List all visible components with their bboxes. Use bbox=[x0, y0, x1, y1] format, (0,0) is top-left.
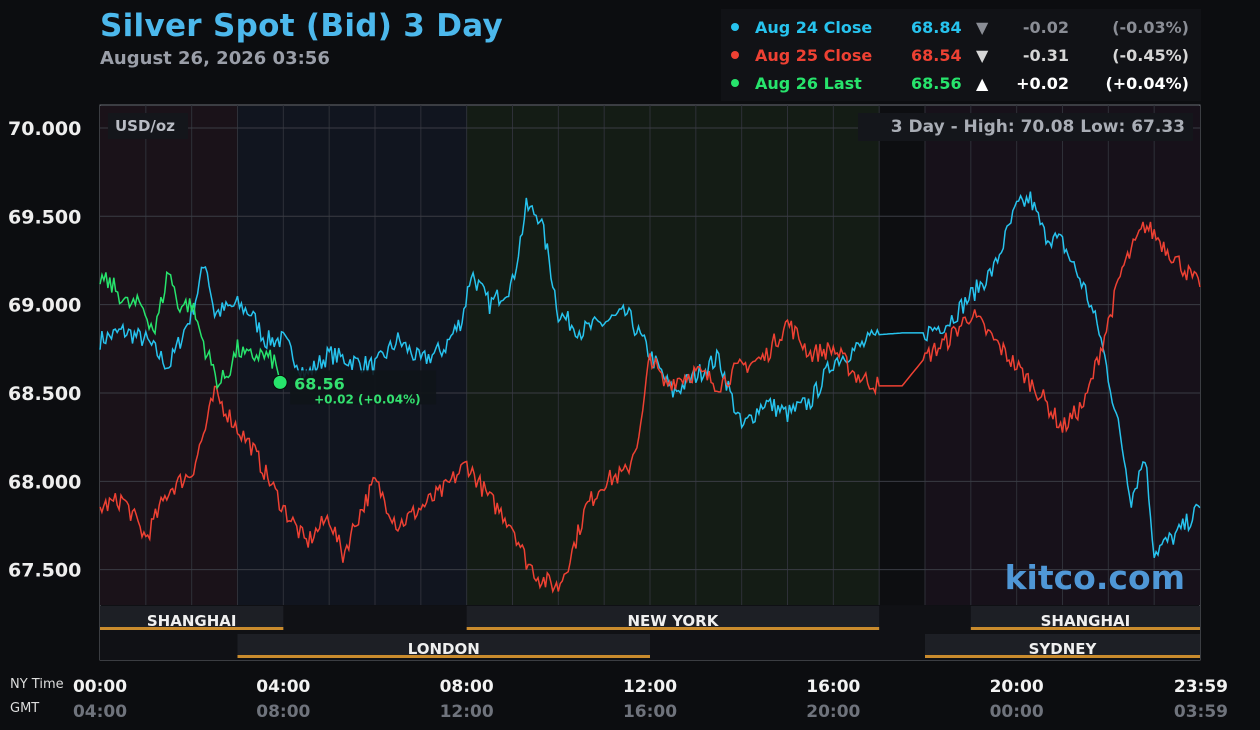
legend-name: Aug 24 Close bbox=[755, 18, 873, 37]
series-line-3 bbox=[99, 270, 281, 390]
legend-row-aug25: Aug 25 Close 68.54 ▼ -0.31 (-0.45%) bbox=[721, 42, 1201, 70]
x-tick-gmt: 16:00 bbox=[623, 702, 677, 722]
legend-change: -0.31 bbox=[1022, 46, 1069, 65]
legend-change: -0.02 bbox=[1022, 18, 1069, 37]
chart-title: Silver Spot (Bid) 3 Day bbox=[100, 8, 504, 44]
x-tick-gmt: 00:00 bbox=[990, 702, 1044, 722]
session-block bbox=[466, 606, 880, 630]
down-arrow-icon: ▼ bbox=[976, 18, 989, 37]
unit-label: USD/oz bbox=[115, 117, 175, 135]
x-tick-gmt: 12:00 bbox=[440, 702, 494, 722]
session-label: LONDON bbox=[408, 640, 480, 658]
legend-name: Aug 25 Close bbox=[755, 46, 873, 65]
session-band bbox=[466, 106, 880, 605]
session-block bbox=[237, 634, 650, 658]
series-line-2 bbox=[99, 221, 1201, 594]
x-tick-gmt: 20:00 bbox=[806, 702, 860, 722]
x-ny-time-label: NY Time bbox=[10, 677, 64, 692]
session-block bbox=[925, 634, 1200, 658]
y-tick-label: 68.000 bbox=[8, 471, 81, 493]
last-price-value: 68.56 bbox=[294, 374, 345, 393]
x-gmt-label: GMT bbox=[10, 701, 39, 716]
session-bar bbox=[237, 655, 650, 658]
legend-value: 68.54 bbox=[911, 46, 962, 65]
session-label: NEW YORK bbox=[628, 612, 720, 630]
price-legend: Aug 24 Close 68.84 ▼ -0.02 (-0.03%) Aug … bbox=[721, 9, 1201, 101]
x-tick-ny: 12:00 bbox=[623, 677, 677, 697]
up-arrow-icon: ▲ bbox=[976, 74, 989, 93]
kitco-logo: kitco.com bbox=[1005, 558, 1185, 597]
legend-dot bbox=[731, 23, 739, 31]
legend-row-aug26: Aug 26 Last 68.56 ▲ +0.02 (+0.04%) bbox=[721, 70, 1201, 98]
session-bar bbox=[100, 627, 284, 630]
legend-percent: (-0.45%) bbox=[1112, 46, 1189, 65]
legend-value: 68.84 bbox=[911, 18, 962, 37]
legend-row-aug24: Aug 24 Close 68.84 ▼ -0.02 (-0.03%) bbox=[721, 14, 1201, 42]
session-label: SYDNEY bbox=[1029, 640, 1098, 658]
x-tick-ny: 23:59 bbox=[1174, 677, 1228, 697]
session-band bbox=[100, 106, 238, 605]
last-price-change: +0.02 (+0.04%) bbox=[314, 392, 421, 406]
session-bar bbox=[970, 627, 1200, 630]
session-block bbox=[970, 606, 1200, 630]
session-bar bbox=[466, 627, 880, 630]
session-label: SHANGHAI bbox=[1041, 612, 1131, 630]
high-low-label: 3 Day - High: 70.08 Low: 67.33 bbox=[891, 117, 1185, 137]
legend-value: 68.56 bbox=[911, 74, 962, 93]
session-block bbox=[100, 606, 284, 630]
high-low-box bbox=[858, 113, 1193, 141]
x-tick-gmt: 08:00 bbox=[256, 702, 310, 722]
last-price-dot bbox=[272, 374, 288, 390]
down-arrow-icon: ▼ bbox=[976, 46, 989, 65]
session-band bbox=[879, 106, 925, 605]
x-tick-gmt: 04:00 bbox=[73, 702, 127, 722]
session-label: SHANGHAI bbox=[147, 612, 237, 630]
x-tick-ny: 04:00 bbox=[256, 677, 310, 697]
legend-dot bbox=[731, 51, 739, 59]
y-tick-label: 70.000 bbox=[8, 118, 81, 140]
unit-box bbox=[108, 113, 188, 139]
y-tick-label: 69.000 bbox=[8, 295, 81, 317]
legend-change: +0.02 bbox=[1016, 74, 1069, 93]
x-tick-gmt: 03:59 bbox=[1174, 702, 1228, 722]
last-price-box bbox=[290, 370, 437, 405]
legend-name: Aug 26 Last bbox=[755, 74, 862, 93]
y-tick-label: 68.500 bbox=[8, 383, 81, 405]
legend-percent: (-0.03%) bbox=[1112, 18, 1189, 37]
y-tick-label: 69.500 bbox=[8, 206, 81, 228]
legend-percent: (+0.04%) bbox=[1105, 74, 1189, 93]
legend-dot bbox=[731, 79, 739, 87]
y-tick-label: 67.500 bbox=[8, 560, 81, 582]
x-tick-ny: 16:00 bbox=[806, 677, 860, 697]
x-tick-ny: 20:00 bbox=[990, 677, 1044, 697]
x-tick-ny: 08:00 bbox=[440, 677, 494, 697]
session-bar bbox=[925, 655, 1200, 658]
x-tick-ny: 00:00 bbox=[73, 677, 127, 697]
chart-date: August 26, 2026 03:56 bbox=[100, 48, 330, 69]
